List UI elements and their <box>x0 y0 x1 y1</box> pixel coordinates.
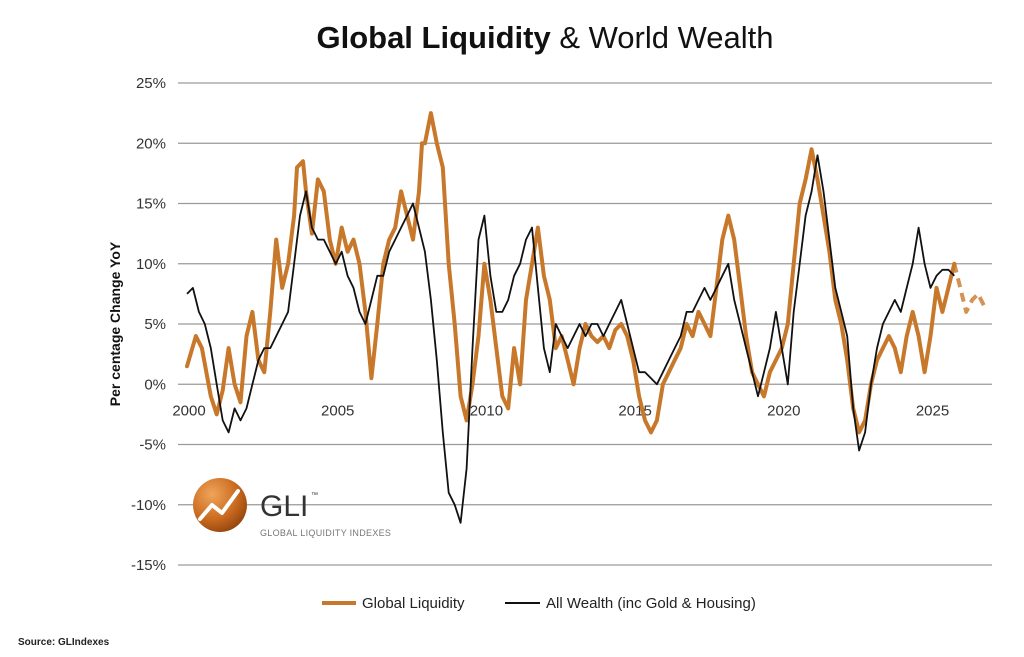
series-line-all-wealth <box>186 154 955 524</box>
y-tick-label: 0% <box>144 376 166 393</box>
grid-layer <box>178 82 992 566</box>
chart-title-rest: & World Wealth <box>559 20 774 55</box>
legend-label-wealth: All Wealth (inc Gold & Housing) <box>546 595 756 612</box>
y-tick-label: -10% <box>131 497 166 514</box>
axis-layer: 25% 20% 15% 10% 5% 0% -5% -10% -15% 2000 2005 2010 2… <box>107 75 949 574</box>
source-note: Source: GLIndexes <box>18 637 110 648</box>
y-tick-label: -15% <box>131 557 166 574</box>
y-tick-label: 15% <box>136 196 166 213</box>
x-tick-label: 2000 <box>172 402 205 419</box>
y-tick-label: 5% <box>144 316 166 333</box>
x-tick-label: 2010 <box>470 402 503 419</box>
x-tick-label: 2020 <box>767 402 800 419</box>
legend-label-liquidity: Global Liquidity <box>362 595 465 612</box>
logo-tm: ™ <box>311 492 318 499</box>
gli-logo: GLI ™ GLOBAL LIQUIDITY INDEXES <box>193 478 391 538</box>
y-axis-label: Per centage Change YoY <box>107 241 123 406</box>
logo-subtitle: GLOBAL LIQUIDITY INDEXES <box>260 528 391 538</box>
x-tick-label: 2025 <box>916 402 949 419</box>
logo-name: GLI <box>260 490 308 523</box>
logo-globe-icon <box>193 478 247 532</box>
y-tick-label: 20% <box>136 135 166 152</box>
series-line-global-liquidity-projection <box>952 263 986 314</box>
chart-title: Global Liquidity & World Wealth <box>0 20 1024 56</box>
y-tick-label: 10% <box>136 256 166 273</box>
x-tick-label: 2005 <box>321 402 354 419</box>
legend: Global Liquidity All Wealth (inc Gold & … <box>322 595 756 612</box>
y-tick-label: 25% <box>136 75 166 92</box>
chart-title-bold: Global Liquidity <box>316 20 551 55</box>
x-tick-label: 2015 <box>618 402 651 419</box>
series-line-global-liquidity <box>185 111 957 435</box>
logo-arrow-icon <box>198 489 240 521</box>
series-layer <box>185 111 986 524</box>
y-tick-label: -5% <box>139 437 166 454</box>
